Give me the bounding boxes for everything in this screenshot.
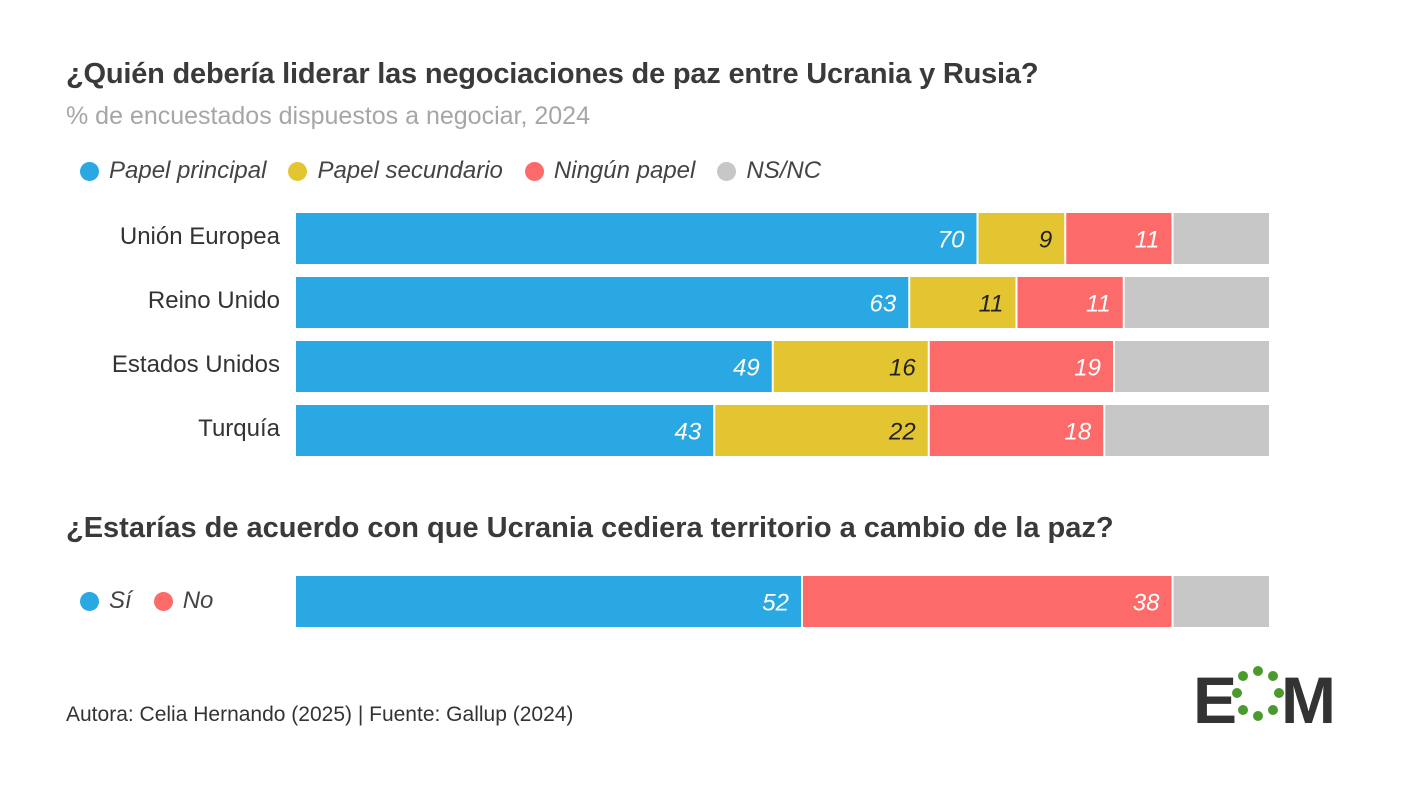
legend-answers: Sí No [80, 587, 235, 615]
bar-0-3-papel-principal [296, 405, 714, 456]
bar-0-0-papel-secundario [978, 213, 1065, 264]
bar-0-2-papel-secundario [773, 341, 928, 392]
logo-letter-m: M [1281, 663, 1336, 729]
legend-dot-nsnc [717, 161, 737, 181]
legend-dot-principal [80, 161, 99, 181]
bar-0-1-papel-principal [296, 277, 909, 328]
logo-o-dots-icon [1232, 666, 1284, 721]
bar-value-label-0-2-0: 49 [733, 355, 760, 382]
bar-1-0-ns-nc [1173, 576, 1269, 627]
legend-item-ninguno: Ningún papel [524, 157, 696, 185]
bar-1-0-no [803, 576, 1172, 627]
legend-item-si: Sí [80, 587, 132, 615]
chart-subtitle: % de encuestados dispuestos a negociar, … [66, 102, 590, 130]
bar-0-0-ns-nc [1173, 213, 1269, 264]
category-label-reino-unido: Reino Unido [147, 287, 280, 314]
legend-item-nsnc: NS/NC [717, 157, 821, 185]
bar-0-2-ning-n-papel [929, 341, 1113, 392]
legend-item-secundario: Papel secundario [288, 157, 503, 185]
legend-label-principal: Papel principal [109, 157, 267, 184]
bar-1-0-s- [296, 576, 801, 627]
bar-0-3-ning-n-papel [929, 405, 1104, 456]
bar-value-label-0-0-2: 11 [1135, 227, 1160, 254]
logo-letter-e: E [1193, 663, 1237, 729]
bar-0-0-papel-principal [296, 213, 977, 264]
bar-value-label-0-3-1: 22 [888, 419, 916, 446]
bar-value-label-0-2-2: 19 [1074, 355, 1101, 382]
legend-dot-secundario [288, 161, 308, 181]
bar-value-label-0-1-0: 63 [870, 291, 897, 318]
bar-0-3-papel-secundario [715, 405, 928, 456]
legend-label-ninguno: Ningún papel [553, 157, 696, 184]
bar-value-label-0-1-2: 11 [1086, 291, 1111, 318]
bar-value-label-1-0-0: 52 [762, 590, 789, 617]
legend-item-no: No [153, 587, 214, 615]
legend-dot-si [80, 591, 99, 611]
legend-label-secundario: Papel secundario [317, 157, 503, 184]
bar-value-label-0-0-1: 9 [1039, 227, 1052, 254]
legend-item-principal: Papel principal [80, 157, 266, 185]
category-label-turquia: Turquía [198, 415, 280, 442]
category-label-estados-unidos: Estados Unidos [111, 351, 280, 378]
chart-title: ¿Quién debería liderar las negociaciones… [66, 58, 1039, 90]
question-title: ¿Estarías de acuerdo con que Ucrania ced… [66, 512, 1114, 544]
legend-label-nsnc: NS/NC [746, 157, 822, 184]
bar-value-label-0-3-0: 43 [675, 419, 702, 446]
legend-dot-no [153, 591, 173, 611]
bar-0-0-ning-n-papel [1066, 213, 1172, 264]
bar-value-label-0-0-0: 70 [938, 227, 965, 254]
legend-label-si: Sí [109, 587, 132, 614]
bar-0-1-papel-secundario [910, 277, 1016, 328]
bar-0-1-ning-n-papel [1017, 277, 1123, 328]
legend-dot-ninguno [524, 161, 544, 181]
bar-value-label-1-0-1: 38 [1133, 590, 1160, 617]
legend-label-no: No [182, 587, 214, 614]
bar-0-2-papel-principal [296, 341, 772, 392]
eom-logo: E M [1193, 663, 1336, 729]
bar-0-3-ns-nc [1105, 405, 1269, 456]
bar-value-label-0-3-2: 18 [1065, 419, 1092, 446]
bar-value-label-0-1-1: 11 [979, 291, 1004, 318]
bar-0-2-ns-nc [1115, 341, 1269, 392]
legend-roles: Papel principal Papel secundario Ningún … [80, 157, 843, 185]
source-footer: Autora: Celia Hernando (2025) | Fuente: … [66, 703, 574, 726]
bar-0-1-ns-nc [1124, 277, 1269, 328]
category-label-union-europea: Unión Europea [119, 223, 280, 250]
bar-value-label-0-2-1: 16 [889, 355, 916, 382]
